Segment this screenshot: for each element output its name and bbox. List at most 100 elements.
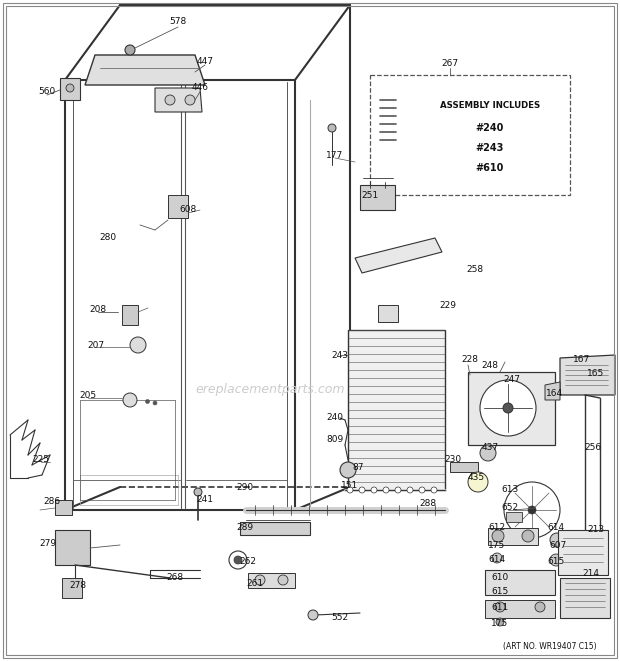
Text: 177: 177 (326, 151, 343, 159)
Polygon shape (240, 522, 310, 535)
Circle shape (185, 95, 195, 105)
Circle shape (550, 554, 562, 566)
Circle shape (419, 487, 425, 493)
Polygon shape (360, 185, 395, 210)
Polygon shape (485, 570, 555, 595)
Text: 151: 151 (342, 481, 358, 490)
Text: 435: 435 (467, 473, 485, 483)
Circle shape (383, 487, 389, 493)
Text: 167: 167 (574, 356, 591, 364)
Circle shape (328, 124, 336, 132)
Polygon shape (468, 372, 555, 445)
Circle shape (522, 530, 534, 542)
Text: #610: #610 (476, 163, 504, 173)
Polygon shape (122, 305, 138, 325)
Text: 437: 437 (482, 444, 498, 453)
Circle shape (234, 556, 242, 564)
Text: 447: 447 (197, 58, 213, 67)
Polygon shape (488, 528, 538, 545)
Text: 256: 256 (585, 444, 601, 453)
Text: 248: 248 (482, 360, 498, 369)
Circle shape (146, 399, 149, 403)
Circle shape (278, 575, 288, 585)
Text: 280: 280 (99, 233, 117, 241)
Text: 247: 247 (503, 375, 521, 385)
Circle shape (480, 445, 496, 461)
Text: 225: 225 (32, 455, 50, 465)
Text: #243: #243 (476, 143, 504, 153)
Polygon shape (545, 382, 560, 400)
Circle shape (130, 337, 146, 353)
Circle shape (431, 487, 437, 493)
Text: 258: 258 (466, 266, 484, 274)
Text: 614: 614 (489, 555, 505, 564)
Circle shape (123, 393, 137, 407)
Text: 208: 208 (89, 305, 107, 315)
Circle shape (503, 403, 513, 413)
Text: 240: 240 (327, 414, 343, 422)
Text: 87: 87 (352, 463, 364, 471)
Circle shape (528, 506, 536, 514)
Text: 230: 230 (445, 455, 461, 465)
Text: 241: 241 (197, 496, 213, 504)
Text: 175: 175 (489, 541, 506, 549)
Text: 268: 268 (166, 574, 184, 582)
Polygon shape (348, 330, 445, 490)
Text: 207: 207 (87, 340, 105, 350)
Circle shape (550, 533, 564, 547)
Polygon shape (168, 195, 188, 218)
Polygon shape (85, 55, 205, 85)
Text: 251: 251 (361, 190, 379, 200)
Circle shape (66, 84, 74, 92)
Text: 228: 228 (461, 356, 479, 364)
Text: (ART NO. WR19407 C15): (ART NO. WR19407 C15) (503, 642, 597, 652)
Text: 205: 205 (79, 391, 97, 399)
Text: 446: 446 (192, 83, 208, 93)
Circle shape (308, 610, 318, 620)
Text: 652: 652 (502, 504, 518, 512)
Text: 279: 279 (40, 539, 56, 547)
Polygon shape (560, 578, 610, 618)
Circle shape (535, 602, 545, 612)
Polygon shape (55, 500, 72, 515)
Circle shape (125, 45, 135, 55)
Text: 578: 578 (169, 17, 187, 26)
Polygon shape (558, 530, 608, 575)
Text: 290: 290 (236, 483, 254, 492)
Text: 164: 164 (546, 389, 564, 397)
Circle shape (165, 95, 175, 105)
Polygon shape (506, 512, 522, 522)
Text: 615: 615 (547, 557, 565, 566)
Polygon shape (55, 530, 90, 565)
Text: 229: 229 (440, 301, 456, 309)
Text: ereplacementparts.com: ereplacementparts.com (195, 383, 345, 397)
Text: 278: 278 (69, 580, 87, 590)
Text: 261: 261 (246, 578, 264, 588)
Text: 213: 213 (587, 525, 604, 535)
Text: 289: 289 (236, 522, 254, 531)
Circle shape (359, 487, 365, 493)
Circle shape (395, 487, 401, 493)
Polygon shape (485, 600, 555, 618)
Polygon shape (155, 88, 202, 112)
Text: 267: 267 (441, 59, 459, 67)
Circle shape (468, 472, 488, 492)
Text: #240: #240 (476, 123, 504, 133)
Circle shape (407, 487, 413, 493)
Text: 610: 610 (492, 572, 508, 582)
Text: 243: 243 (332, 350, 348, 360)
Text: 615: 615 (492, 588, 508, 596)
Text: 165: 165 (587, 368, 604, 377)
Text: 288: 288 (420, 500, 436, 508)
Text: 262: 262 (239, 557, 257, 566)
Polygon shape (450, 462, 478, 472)
Circle shape (492, 530, 504, 542)
Polygon shape (355, 238, 442, 273)
Polygon shape (248, 573, 295, 588)
Circle shape (153, 401, 157, 405)
Text: 560: 560 (38, 87, 56, 97)
Circle shape (194, 488, 202, 496)
Text: 607: 607 (549, 541, 567, 549)
Polygon shape (60, 78, 80, 100)
Text: 611: 611 (492, 602, 508, 611)
